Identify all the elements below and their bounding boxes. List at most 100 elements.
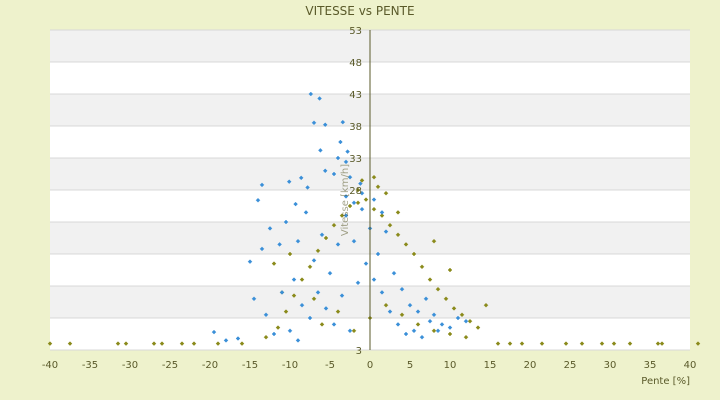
data-point xyxy=(379,210,385,215)
data-point xyxy=(255,197,261,203)
data-point xyxy=(359,190,365,196)
data-point xyxy=(211,329,217,335)
data-point xyxy=(191,341,197,346)
data-point xyxy=(311,120,317,126)
data-point xyxy=(311,296,317,302)
data-point xyxy=(347,174,353,180)
data-point xyxy=(395,210,401,215)
data-point xyxy=(305,185,310,190)
data-point xyxy=(351,328,357,334)
data-point xyxy=(443,296,449,302)
data-point xyxy=(123,341,129,346)
data-point xyxy=(447,325,453,330)
x-tick-label: -25 xyxy=(162,360,178,371)
data-point xyxy=(307,315,313,321)
data-point xyxy=(315,248,321,254)
data-point xyxy=(359,206,365,212)
data-point xyxy=(407,302,413,308)
data-point xyxy=(323,235,329,241)
data-point xyxy=(431,238,437,244)
chart-title: VITESSE vs PENTE xyxy=(305,4,414,18)
data-point xyxy=(339,213,345,218)
data-point xyxy=(287,251,293,257)
data-point xyxy=(371,174,377,180)
data-point xyxy=(371,206,377,212)
data-point xyxy=(351,200,357,206)
x-axis-label: Pente [%] xyxy=(641,376,690,387)
y-tick-label: 28 xyxy=(349,186,362,197)
data-point xyxy=(263,312,269,318)
data-point xyxy=(655,341,661,346)
data-point xyxy=(355,280,361,286)
data-point xyxy=(319,322,325,327)
data-point xyxy=(298,175,304,181)
data-point xyxy=(318,148,323,153)
data-point xyxy=(317,96,322,101)
data-point xyxy=(475,325,481,330)
data-point xyxy=(358,181,363,186)
data-point xyxy=(463,318,469,324)
data-point xyxy=(463,334,469,340)
data-point xyxy=(695,341,701,346)
data-point xyxy=(335,309,341,314)
data-point xyxy=(415,322,421,327)
data-point xyxy=(331,222,337,228)
data-point xyxy=(387,309,393,314)
data-point xyxy=(483,302,489,308)
y-axis-label: Vitesse [km/h] xyxy=(340,164,351,236)
data-point xyxy=(383,302,389,308)
data-point xyxy=(223,338,229,343)
y-tick-labels: 3 28 33 38 43 48 53 xyxy=(349,26,362,357)
data-point xyxy=(507,341,513,346)
data-point xyxy=(295,338,301,343)
x-tick-label: 35 xyxy=(644,360,657,371)
y-tick-label: 48 xyxy=(349,58,362,69)
data-point xyxy=(271,261,277,266)
data-point xyxy=(627,341,633,346)
data-point xyxy=(659,341,665,346)
data-point xyxy=(322,122,328,128)
data-point xyxy=(403,331,409,337)
x-tick-label: 30 xyxy=(604,360,617,371)
data-point xyxy=(431,328,437,334)
data-point xyxy=(215,341,221,346)
data-point xyxy=(399,312,405,318)
data-point xyxy=(467,318,473,324)
data-point xyxy=(271,331,277,337)
x-tick-label: 15 xyxy=(484,360,497,371)
x-tick-label: -15 xyxy=(242,360,258,371)
data-point xyxy=(159,341,165,346)
data-point xyxy=(293,201,298,207)
data-point xyxy=(151,341,157,346)
data-point xyxy=(338,139,343,145)
data-point xyxy=(391,270,397,276)
data-point xyxy=(335,242,341,247)
data-point xyxy=(335,155,341,161)
data-point xyxy=(286,179,292,184)
data-point xyxy=(323,306,329,311)
series-a-points xyxy=(211,91,469,343)
data-point xyxy=(355,200,361,206)
data-point xyxy=(315,290,321,295)
data-point xyxy=(303,210,309,215)
y-tick-label: 33 xyxy=(349,154,362,165)
data-point xyxy=(439,322,445,327)
data-point xyxy=(455,315,461,321)
data-point xyxy=(415,309,421,314)
data-point xyxy=(403,242,409,247)
data-point xyxy=(383,229,389,234)
data-point xyxy=(399,286,405,292)
data-point xyxy=(340,119,346,125)
data-point xyxy=(419,334,425,340)
data-point xyxy=(339,293,345,298)
data-point xyxy=(331,171,337,177)
data-point xyxy=(395,322,401,327)
data-point xyxy=(267,226,273,231)
data-point xyxy=(379,213,385,218)
data-point xyxy=(579,341,585,346)
x-tick-label: -10 xyxy=(282,360,298,371)
data-point xyxy=(395,232,401,238)
data-point xyxy=(435,286,441,292)
data-point xyxy=(291,277,297,282)
